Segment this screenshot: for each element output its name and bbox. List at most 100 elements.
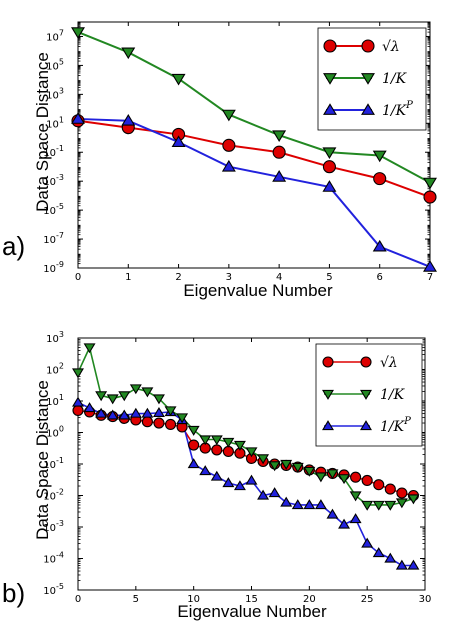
panel-a-y-tick-exponent: 5 — [59, 57, 64, 66]
panel-b-y-tick-exponent: 1 — [59, 393, 64, 402]
panel-b-inv-kp-legend-label-superscript: P — [403, 416, 411, 427]
panel-b-inv-k-point — [361, 500, 374, 511]
panel-a-inv-k-point — [121, 47, 136, 60]
panel-b-x-tick-label: 20 — [303, 594, 316, 605]
panel-b-chart: 0 5 10 15 20 25 3010-510-410-310-210-110010110… — [43, 330, 431, 605]
panel-b-sqrt-lambda-point — [222, 445, 234, 458]
panel-b-x-tick-label: 0 — [75, 594, 81, 605]
panel-a-y-tick-exponent: -3 — [56, 173, 64, 182]
panel-b-inv-kp-point — [152, 407, 165, 418]
panel-b-inv-k-point — [303, 466, 316, 477]
panel-a-y-tick-exponent: -1 — [56, 144, 64, 153]
panel-a-inv-kp-legend-label: 1/KP — [382, 100, 413, 119]
panel-b-sqrt-lambda-legend-label: √λ — [380, 355, 398, 371]
panel-b-inv-k-point — [407, 494, 420, 505]
panel-a-inv-k-line — [77, 31, 431, 184]
panel-a-sqrt-lambda-point — [373, 172, 387, 186]
panel-a-inv-kp-point — [372, 239, 387, 252]
panel-a-x-tick-label: 5 — [326, 272, 332, 283]
panel-b-inv-kp-point — [349, 513, 362, 524]
panel-b-sqrt-lambda-point — [361, 474, 373, 487]
panel-b-x-axis-title: Eigenvalue Number — [177, 602, 327, 621]
panel-b-inv-kp-point — [280, 496, 293, 507]
panel-a-y-tick-exponent: 1 — [59, 115, 64, 124]
panel-a-inv-kp-legend-label-superscript: P — [405, 100, 413, 111]
panel-b-x-tick-label: 30 — [419, 594, 432, 605]
panel-b-sqrt-lambda-point — [384, 483, 396, 495]
panel-a-inv-kp-point — [322, 180, 337, 192]
panel-b-inv-k-point — [268, 461, 281, 472]
panel-b-y-tick-exponent: -3 — [56, 519, 64, 528]
panel-a-inv-k-point — [71, 27, 85, 39]
panel-b-sqrt-lambda-point — [396, 487, 408, 499]
panel-a-inv-kp-point — [121, 113, 136, 126]
panel-b-inv-kp-point — [118, 409, 131, 420]
panel-b-sqrt-lambda-point — [211, 444, 223, 456]
panel-b-inv-kp-point — [141, 407, 154, 418]
panel-b-sqrt-lambda-point — [164, 418, 177, 431]
panel-b-inv-k-point — [257, 454, 270, 465]
panel-b-inv-k-point — [245, 447, 258, 458]
panel-a-sqrt-lambda-legend-marker — [323, 39, 337, 53]
panel-b-inv-kp-point — [129, 407, 142, 418]
panel-a-sqrt-lambda-point — [222, 138, 236, 152]
panel-b-inv-kp-point — [210, 470, 223, 481]
panel-a-sqrt-lambda-point — [272, 145, 286, 159]
panel-a-inv-kp-point — [221, 159, 236, 172]
panel-b-inv-k-point — [152, 394, 165, 405]
panel-b-y-tick-exponent: 0 — [59, 425, 64, 434]
panel-a-inv-kp-point — [171, 135, 186, 147]
panel-a-inv-k-legend-marker — [361, 73, 375, 85]
panel-b-inv-kp-point — [384, 552, 397, 563]
panel-a-inv-k-legend-label: 1/K — [382, 71, 408, 87]
panel-a-y-tick-exponent: 3 — [59, 86, 64, 95]
panel-b-sqrt-lambda-point — [188, 439, 200, 451]
panel-b-inv-kp-point — [326, 508, 339, 519]
panel-a-x-tick-label: 2 — [175, 272, 181, 283]
panel-a-chart: 0 1 2 3 4 5 6 710-910-710-510-310-1101103105107… — [43, 21, 437, 283]
panel-b-inv-kp-point — [361, 537, 374, 548]
panel-b-inv-kp-point — [95, 407, 108, 418]
panel-a-y-axis-title: Data Space Distance — [33, 52, 52, 212]
panel-b-y-tick-exponent: 3 — [59, 330, 64, 339]
panel-b-inv-k-point — [291, 462, 304, 473]
panel-a-x-tick-label: 3 — [226, 272, 232, 283]
panel-a-x-axis-title: Eigenvalue Number — [183, 281, 333, 300]
panel-b-inv-k-legend-label: 1/K — [380, 387, 406, 403]
panel-b-x-tick-label: 25 — [361, 594, 374, 605]
panel-a-sqrt-lambda-point — [322, 160, 336, 174]
panel-b-inv-kp-point — [407, 559, 420, 570]
panel-b-inv-k-point — [280, 459, 293, 470]
panel-b-inv-k-point — [338, 474, 351, 485]
panel-a-sqrt-lambda-line — [77, 119, 431, 198]
panel-a-inv-k-legend-marker — [323, 73, 337, 85]
panel-b-x-tick-label: 10 — [187, 594, 200, 605]
panel-a-inv-k-point — [221, 109, 236, 122]
panel-b-sqrt-lambda-legend-marker — [360, 356, 372, 368]
panel-a-x-tick-label: 1 — [125, 272, 131, 283]
panel-b-inv-k-point — [118, 391, 131, 402]
panel-a-x-tick-label: 0 — [75, 272, 81, 283]
panel-b-inv-kp-point — [245, 474, 258, 485]
panel-b-y-axis-title: Data Space Distance — [33, 380, 52, 540]
panel-a-inv-kp-line — [77, 117, 431, 268]
panel-a-inv-k-point — [423, 177, 437, 190]
panel-b-inv-k-point — [233, 440, 246, 451]
panel-b-inv-kp-point — [83, 402, 96, 413]
panel-b-inv-k-point — [199, 435, 212, 446]
panel-b-inv-kp-point — [395, 559, 408, 570]
panel-b-y-tick-exponent: -1 — [56, 456, 64, 465]
panel-a-inv-k-point — [272, 130, 287, 142]
panel-b-sqrt-lambda-point — [373, 479, 385, 491]
panel-a-inv-kp-point — [71, 112, 85, 124]
panel-a-inv-kp-legend-marker — [361, 103, 375, 115]
panel-a-x-tick-label: 7 — [427, 272, 433, 283]
panel-b-x-tick-label: 5 — [133, 594, 139, 605]
panel-b-inv-kp-legend-label: 1/KP — [380, 416, 411, 435]
panel-b-y-tick-exponent: -2 — [56, 488, 64, 497]
panel-b-inv-k-point — [176, 413, 189, 424]
panel-b-inv-k-point — [210, 435, 223, 446]
panel-b-inv-k-point — [187, 425, 200, 436]
panel-a-sqrt-lambda-legend-marker — [361, 39, 375, 53]
